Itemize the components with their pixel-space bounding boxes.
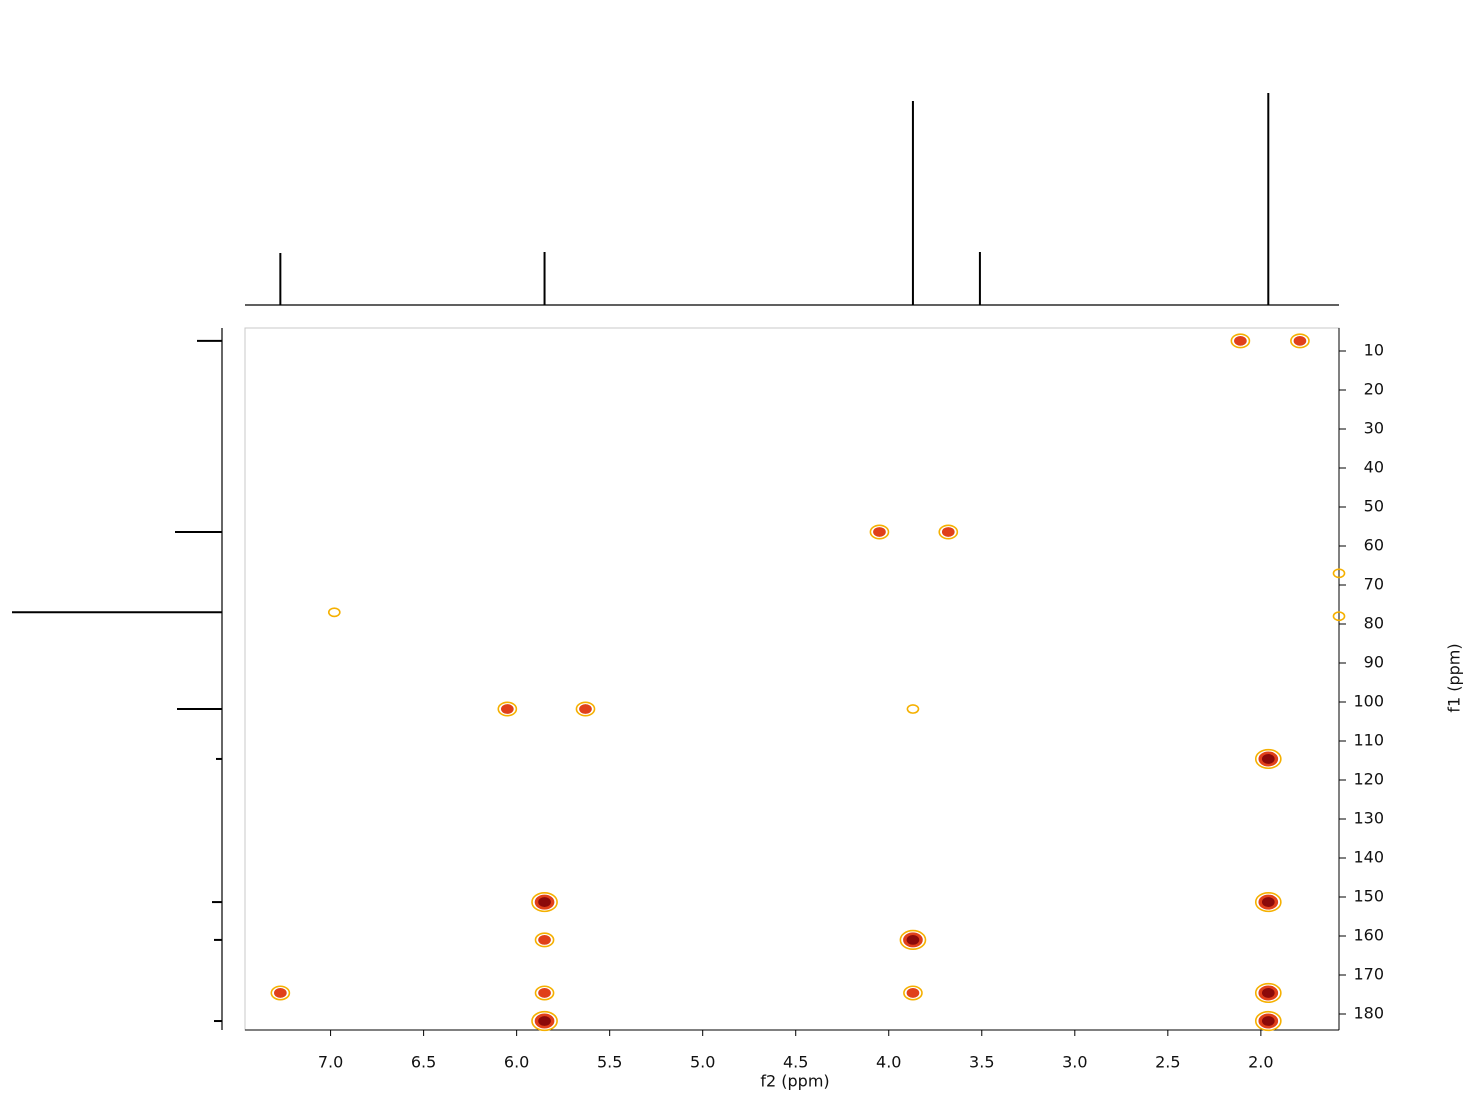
cross-peak [1254, 982, 1282, 1004]
x-axis-label: f2 (ppm) [760, 1072, 829, 1091]
y-tick-label: 130 [1353, 809, 1384, 828]
y-tick-label: 20 [1364, 380, 1384, 399]
y-tick-label: 10 [1364, 341, 1384, 360]
y-tick-label: 30 [1364, 419, 1384, 438]
cross-peak [1261, 1016, 1275, 1026]
x-tick-label: 4.5 [783, 1053, 808, 1072]
cross-peak [903, 985, 923, 1001]
y-tick-label: 60 [1364, 536, 1384, 555]
x-tick-label: 5.0 [690, 1053, 715, 1072]
cross-peak [1261, 754, 1275, 764]
cross-peak [869, 524, 890, 540]
cross-peak [1290, 333, 1310, 349]
cross-peak [327, 607, 341, 618]
x-tick-label: 6.0 [504, 1053, 529, 1072]
x-tick-label: 2.0 [1248, 1053, 1273, 1072]
x-tick-label: 6.5 [411, 1053, 436, 1072]
cross-peak [938, 524, 959, 540]
cross-peak [1332, 611, 1346, 622]
cross-peak [497, 701, 518, 717]
cross-peak [906, 988, 920, 998]
cross-peak [270, 985, 291, 1001]
y-tick-label: 90 [1364, 653, 1384, 672]
cross-peak [1234, 335, 1247, 346]
x-tick-label: 3.5 [969, 1053, 994, 1072]
x-tick-label: 5.5 [597, 1053, 622, 1072]
cross-peak [538, 1016, 551, 1026]
y-tick-label: 170 [1353, 965, 1384, 984]
y-tick-label: 40 [1364, 458, 1384, 477]
plot-frame [244, 327, 1340, 1031]
y-tick-label: 120 [1353, 770, 1384, 789]
cross-peak [906, 935, 920, 945]
cross-peak [1332, 568, 1346, 579]
cross-peak [534, 932, 555, 948]
x-tick-label: 4.0 [876, 1053, 901, 1072]
y-tick-label: 100 [1353, 692, 1384, 711]
y-tick-label: 150 [1353, 887, 1384, 906]
y-tick-label: 70 [1364, 575, 1384, 594]
y-tick-label: 140 [1353, 848, 1384, 867]
cross-peak [1230, 333, 1251, 349]
cross-peak [501, 704, 514, 714]
y-tick-label: 50 [1364, 497, 1384, 516]
cross-peak [538, 897, 551, 907]
cross-peak [1261, 988, 1275, 998]
cross-peak [906, 704, 920, 714]
cross-peak [538, 935, 551, 945]
cross-peak [274, 988, 287, 998]
y-tick-label: 160 [1353, 926, 1384, 945]
cross-peak [538, 988, 551, 998]
cross-peak [1293, 335, 1307, 346]
y-tick-label: 110 [1353, 731, 1384, 750]
x-tick-label: 7.0 [318, 1053, 343, 1072]
x-tick-label: 2.5 [1155, 1053, 1180, 1072]
cross-peak [1254, 748, 1282, 770]
cross-peak [941, 527, 955, 537]
cross-peak [579, 704, 592, 714]
cross-peak [1261, 897, 1275, 907]
y-tick-label: 180 [1353, 1004, 1384, 1023]
cross-peak [1254, 891, 1282, 913]
y-tick-label: 80 [1364, 614, 1384, 633]
y-axis-label: f1 (ppm) [1445, 643, 1464, 712]
cross-peak [899, 929, 927, 951]
x-tick-label: 3.0 [1062, 1053, 1087, 1072]
cross-peak [534, 985, 555, 1001]
cross-peak [531, 1010, 558, 1032]
cross-peak [575, 701, 596, 717]
cross-peak [531, 891, 558, 913]
cross-peak [1254, 1010, 1282, 1032]
cross-peak [873, 527, 886, 537]
